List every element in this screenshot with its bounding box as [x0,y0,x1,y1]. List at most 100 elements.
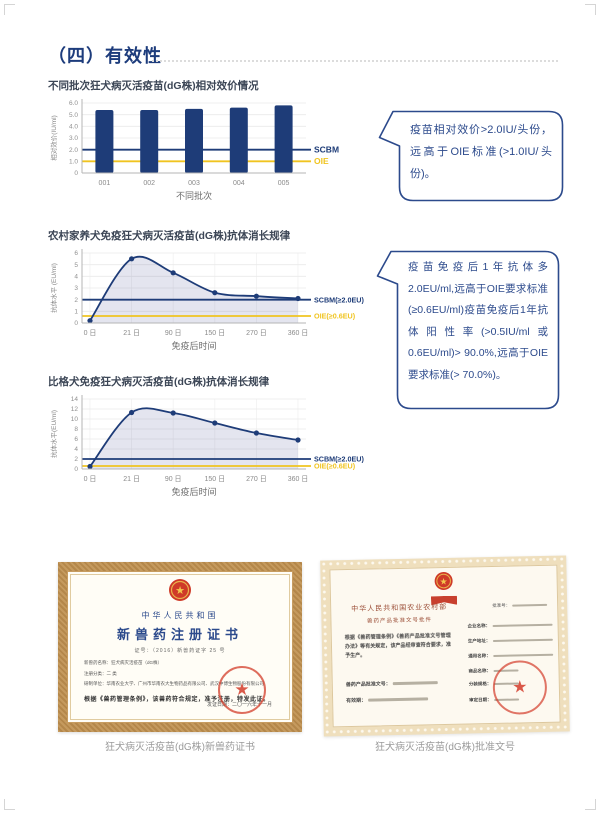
cert-detail-lines: 新兽药名称：狂犬病灭活疫苗（dG株） 注册分类：二 类 研制单位：华南农业大学、… [84,660,276,703]
svg-text:4: 4 [74,446,78,453]
callout-bubble-antibody: 疫苗免疫后1年抗体多2.0EU/ml,远高于OIE要求标准(≥0.6EU/ml)… [376,250,560,410]
svg-text:2.0: 2.0 [69,147,78,154]
svg-text:4: 4 [74,274,78,281]
caption-new-drug-cert: 狂犬病灭活疫苗(dG株)新兽药证书 [105,742,255,753]
cert-line: 研制单位：华南农业大学、广州市华南农大生物药品有限公司、武汉中博生物股份有限公司 [84,681,264,686]
svg-text:90 日: 90 日 [165,475,182,483]
svg-text:0 日: 0 日 [84,475,97,483]
svg-text:002: 002 [143,180,155,187]
certificate-inner-panel: ★ 中华人民共和国农业农村部 兽药产品批准文号批件 批准号： 根据《兽药管理条例… [329,564,561,728]
cert-line: 注册分类：二 类 [84,670,117,676]
svg-text:SCBM(≥2.0EU): SCBM(≥2.0EU) [314,295,364,304]
callout-bubble-potency: 疫苗相对效价>2.0IU/头份，远高于OIE标准(>1.0IU/头份)。 [378,110,564,202]
svg-text:1: 1 [74,309,78,316]
speech-bubble-shape [378,110,564,202]
svg-text:SCBM: SCBM [314,144,339,154]
redacted-text [368,697,429,702]
cert-country-line: 中华人民共和国 [141,611,219,620]
svg-text:8: 8 [74,426,78,433]
speech-bubble-shape [376,250,560,410]
line-chart-antibody-beagles: 0 2 4 6 8 10 12 14 SCBM(≥2.0EU)OIE(≥0.6EU) 0 日 21 … [49,395,364,497]
svg-text:6.0: 6.0 [69,100,78,107]
svg-text:OIE: OIE [314,156,329,166]
svg-text:003: 003 [188,180,200,187]
certificate-new-drug: ★ 中华人民共和国 新兽药注册证书 证号：（2016）新兽药证字 25 号 新兽… [58,562,302,732]
svg-text:0 日: 0 日 [84,329,97,337]
svg-text:360 日: 360 日 [288,475,309,483]
svg-text:10: 10 [71,416,79,423]
red-seal-icon: ★ [492,659,548,716]
svg-text:6: 6 [74,436,78,443]
cert-line: 新兽药名称：狂犬病灭活疫苗（dG株） [84,660,163,665]
svg-text:3.0: 3.0 [69,135,78,142]
redacted-text [392,681,438,686]
field-label: 企业名称： [467,623,491,629]
chart-title-potency: 不同批次狂犬病灭活疫苗(dG株)相对效价情况 [48,80,259,92]
national-emblem-icon: ★ [430,571,457,606]
svg-text:21 日: 21 日 [123,475,140,483]
field-label: 通用名称： [468,653,491,659]
red-seal-icon: ★ [218,666,266,714]
section-title: （四）有效性 [48,46,162,66]
cert-approval-no: 批准号： [492,602,548,609]
section-divider [152,60,558,62]
caption-approval-number: 狂犬病灭活疫苗(dG株)批准文号 [375,742,515,753]
approval-no-label: 批准号： [492,602,511,609]
svg-text:150 日: 150 日 [204,475,225,483]
svg-text:★: ★ [175,585,185,597]
svg-text:OIE(≥0.6EU): OIE(≥0.6EU) [314,312,356,321]
svg-text:相对效价(IU/ml): 相对效价(IU/ml) [49,115,58,161]
cert-number: 证号：（2016）新兽药证字 25 号 [134,648,226,654]
svg-text:3: 3 [74,285,78,292]
cert-authority-block: 中华人民共和国农业农村部 兽药产品批准文号批件 [343,602,455,625]
svg-text:12: 12 [71,406,79,413]
cert-clause: 根据《兽药管理条例》，该兽药符合规定，准予注册，特发此证。 [84,697,270,703]
field-label: 审定日期： [469,697,492,703]
redacted-text [492,638,553,643]
svg-text:2: 2 [74,456,78,463]
redacted-text [512,603,548,607]
svg-text:90 日: 90 日 [165,329,182,337]
svg-text:5: 5 [74,262,78,269]
svg-text:抗体水平(EU/ml): 抗体水平(EU/ml) [49,410,58,458]
crop-mark-icon [4,799,15,810]
svg-text:360 日: 360 日 [288,329,309,337]
cert-body-paragraph: 根据《兽药管理条例》《兽药产品批准文号管理办法》等有关规定，该产品经审查符合要求… [344,632,452,660]
cert-authority: 中华人民共和国农业农村部 [351,603,448,613]
cert-title: 新兽药注册证书 [116,627,243,642]
redacted-text [492,653,553,658]
svg-text:150 日: 150 日 [204,329,225,337]
svg-text:SCBM(≥2.0EU): SCBM(≥2.0EU) [314,455,364,464]
star-icon: ★ [234,680,250,699]
chart-title-beagle-dogs: 比格犬免疫狂犬病灭活疫苗(dG株)抗体消长规律 [48,376,270,388]
field-label: 生产地址： [467,638,491,644]
field-label: 分装规格： [468,681,492,687]
field-label: 有效期： [346,697,367,705]
svg-text:005: 005 [278,180,290,187]
line-chart-antibody-rural-dogs: 0 1 2 3 4 5 6 SCBM(≥2.0EU) OIE(≥0.6EU) 0 日 21 日 90 … [49,249,364,351]
callout-text-antibody: 疫苗免疫后1年抗体多2.0EU/ml,远高于OIE要求标准(≥0.6EU/ml)… [408,261,548,381]
svg-text:不同批次: 不同批次 [176,190,212,201]
crop-mark-icon [585,4,596,15]
svg-text:0: 0 [74,466,78,473]
svg-text:5.0: 5.0 [69,112,78,119]
certificate-approval-number: ★ 中华人民共和国农业农村部 兽药产品批准文号批件 批准号： 根据《兽药管理条例… [320,555,570,737]
svg-text:0: 0 [74,320,78,327]
svg-text:004: 004 [233,180,245,187]
chart-title-rural-dogs: 农村家养犬免疫狂犬病灭活疫苗(dG株)抗体消长规律 [48,230,291,242]
svg-text:270 日: 270 日 [246,329,267,337]
svg-text:免疫后时间: 免疫后时间 [171,486,216,497]
svg-text:270 日: 270 日 [246,475,267,483]
svg-text:抗体水平 (EU/ml): 抗体水平 (EU/ml) [49,263,58,313]
certificate-inner-panel: ★ 中华人民共和国 新兽药注册证书 证号：（2016）新兽药证字 25 号 新兽… [67,571,293,723]
star-icon: ★ [512,677,528,697]
svg-text:21 日: 21 日 [123,329,140,337]
svg-text:OIE(≥0.6EU): OIE(≥0.6EU) [314,462,356,471]
callout-text-potency: 疫苗相对效价>2.0IU/头份，远高于OIE标准(>1.0IU/头份)。 [410,124,552,180]
national-emblem-icon: ★ [169,579,191,601]
crop-mark-icon [4,4,15,15]
svg-text:4.0: 4.0 [69,124,78,131]
svg-text:2: 2 [74,297,78,304]
svg-text:6: 6 [74,250,78,257]
